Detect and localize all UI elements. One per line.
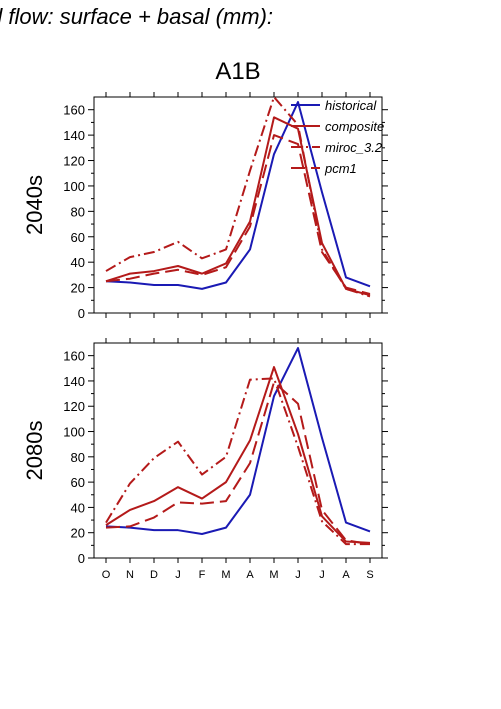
legend-label-miroc_3.2: miroc_3.2 — [325, 140, 383, 155]
y-tick-label: 100 — [63, 425, 85, 440]
plot-frame — [93, 342, 383, 559]
panel-2080s: 0 20 40 60 80 100 120 140 160 O N D J F M A M J J A S 2080s — [22, 338, 388, 581]
y-tick-label: 40 — [71, 500, 85, 515]
y-tick-label: 160 — [63, 349, 85, 364]
x-tick-label: N — [126, 569, 134, 581]
y-tick-label: 80 — [71, 204, 85, 219]
scenario-title: A1B — [215, 58, 261, 85]
y-tick-label: 0 — [78, 551, 85, 566]
panel-label: 2080s — [22, 421, 47, 481]
y-tick-label: 120 — [63, 154, 85, 169]
series-line-pcm1 — [105, 381, 371, 546]
y-tick-label: 100 — [63, 179, 85, 194]
x-tick-label: A — [342, 569, 350, 581]
y-tick-label: 120 — [63, 399, 85, 414]
legend-label-historical: historical — [325, 98, 377, 113]
x-tick-label: A — [246, 569, 254, 581]
y-tick-label: 80 — [71, 450, 85, 465]
x-tick-label: O — [102, 569, 111, 581]
plot-frame — [93, 96, 383, 314]
y-tick-label: 60 — [71, 230, 85, 245]
panel-2040s: 0 20 40 60 80 100 120 140 160 2040s historical comp… — [22, 92, 388, 321]
y-tick-label: 160 — [63, 103, 85, 118]
series-line-composite — [105, 116, 371, 297]
x-tick-label: D — [150, 569, 158, 581]
series-line-miroc_3.2 — [105, 377, 370, 546]
y-tick-label: 20 — [71, 526, 85, 541]
x-tick-label: J — [319, 569, 325, 581]
series-line-pcm1 — [105, 134, 371, 295]
x-tick-label: F — [199, 569, 206, 581]
series-line-historical — [105, 347, 371, 535]
series-line-historical — [105, 101, 371, 290]
x-tick-label: S — [366, 569, 373, 581]
y-tick-label: 40 — [71, 255, 85, 270]
y-tick-label: 140 — [63, 128, 85, 143]
legend-label-composite: composite — [325, 119, 384, 134]
y-tick-label: 60 — [71, 475, 85, 490]
y-tick-label: 0 — [78, 306, 85, 321]
y-tick-label: 20 — [71, 281, 85, 296]
series-line-miroc_3.2 — [105, 96, 371, 298]
x-tick-label: J — [175, 569, 181, 581]
x-tick-label: M — [221, 569, 230, 581]
y-tick-label: 140 — [63, 374, 85, 389]
panel-label: 2040s — [22, 175, 47, 235]
legend-label-pcm1: pcm1 — [324, 161, 357, 176]
x-tick-label: M — [269, 569, 278, 581]
x-tick-label: J — [295, 569, 301, 581]
page-title: d flow: surface + basal (mm): — [0, 4, 274, 29]
series-line-composite — [105, 366, 371, 544]
